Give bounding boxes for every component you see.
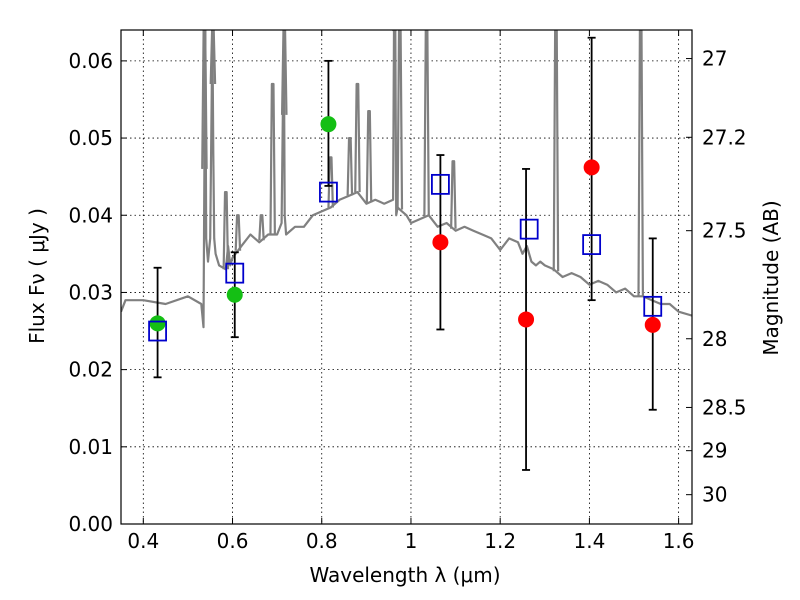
x-tick-label: 1	[405, 529, 418, 553]
emission-line-spike	[396, 30, 404, 210]
right-tick-label: 27.2	[702, 125, 747, 149]
data-point-circle	[226, 286, 243, 303]
emission-line-spike	[354, 82, 361, 193]
emission-line-spike	[365, 109, 373, 203]
x-axis-title: Wavelength λ (μm)	[309, 563, 500, 587]
x-tick-label: 1.6	[663, 529, 695, 553]
emission-line-spike	[552, 30, 560, 272]
y-tick-label: 0.04	[68, 203, 113, 227]
y-axis-title: Flux Fν ( μJy )	[25, 208, 49, 344]
emission-line-spike	[280, 30, 288, 115]
points-layer	[148, 36, 663, 471]
y-tick-label: 0.02	[68, 358, 113, 382]
emission-line-spike	[450, 160, 457, 229]
data-point-circle	[432, 234, 449, 251]
data-point-square	[225, 262, 245, 284]
x-tick-label: 0.8	[306, 529, 338, 553]
right-tick-label: 27.5	[702, 219, 747, 243]
emission-line-spike	[423, 30, 430, 217]
data-point-circle	[518, 311, 535, 328]
emission-line-spike	[209, 30, 217, 85]
data-point-square	[582, 234, 602, 255]
plot-frame	[120, 29, 693, 525]
emission-line-spike	[269, 82, 276, 235]
emission-line-spike	[258, 214, 265, 241]
data-point-circle	[320, 116, 337, 133]
data-point-square	[319, 181, 338, 203]
data-point-square	[643, 295, 663, 317]
y-tick-label: 0.01	[68, 435, 113, 459]
y-tick-label: 0.00	[68, 512, 113, 536]
right-tick-label: 29	[702, 439, 727, 463]
data-point-circle	[644, 316, 661, 333]
data-point-circle	[149, 315, 166, 332]
emission-line-spike	[201, 30, 208, 169]
emission-line-spike	[222, 190, 230, 270]
data-point-square	[519, 218, 539, 240]
y-tick-label: 0.06	[68, 49, 113, 73]
x-tick-label: 1.2	[484, 529, 516, 553]
ticks-layer: 0.4 0.6 0.8 1 1.2 1.4 1.6 0.00 0.01 0.02 0.03 0.04 0…	[68, 30, 747, 553]
data-point-circle	[583, 159, 600, 176]
right-axis-title: Magnitude (AB)	[759, 200, 783, 355]
emission-line-spike	[637, 30, 644, 297]
right-tick-label: 27	[702, 47, 727, 71]
data-point-square	[148, 320, 167, 342]
x-tick-label: 1.4	[573, 529, 605, 553]
right-tick-label: 30	[702, 483, 727, 507]
spectrum-layer	[121, 30, 692, 329]
right-tick-label: 28.5	[702, 395, 747, 419]
x-tick-label: 0.6	[217, 529, 249, 553]
x-tick-label: 0.4	[127, 529, 159, 553]
right-tick-label: 28	[702, 327, 727, 351]
emission-line-spike	[346, 136, 354, 196]
spectrum-line	[121, 30, 692, 329]
y-tick-label: 0.03	[68, 280, 113, 304]
data-point-square	[431, 173, 450, 195]
emission-line-spike	[234, 214, 242, 251]
y-tick-label: 0.05	[68, 126, 113, 150]
